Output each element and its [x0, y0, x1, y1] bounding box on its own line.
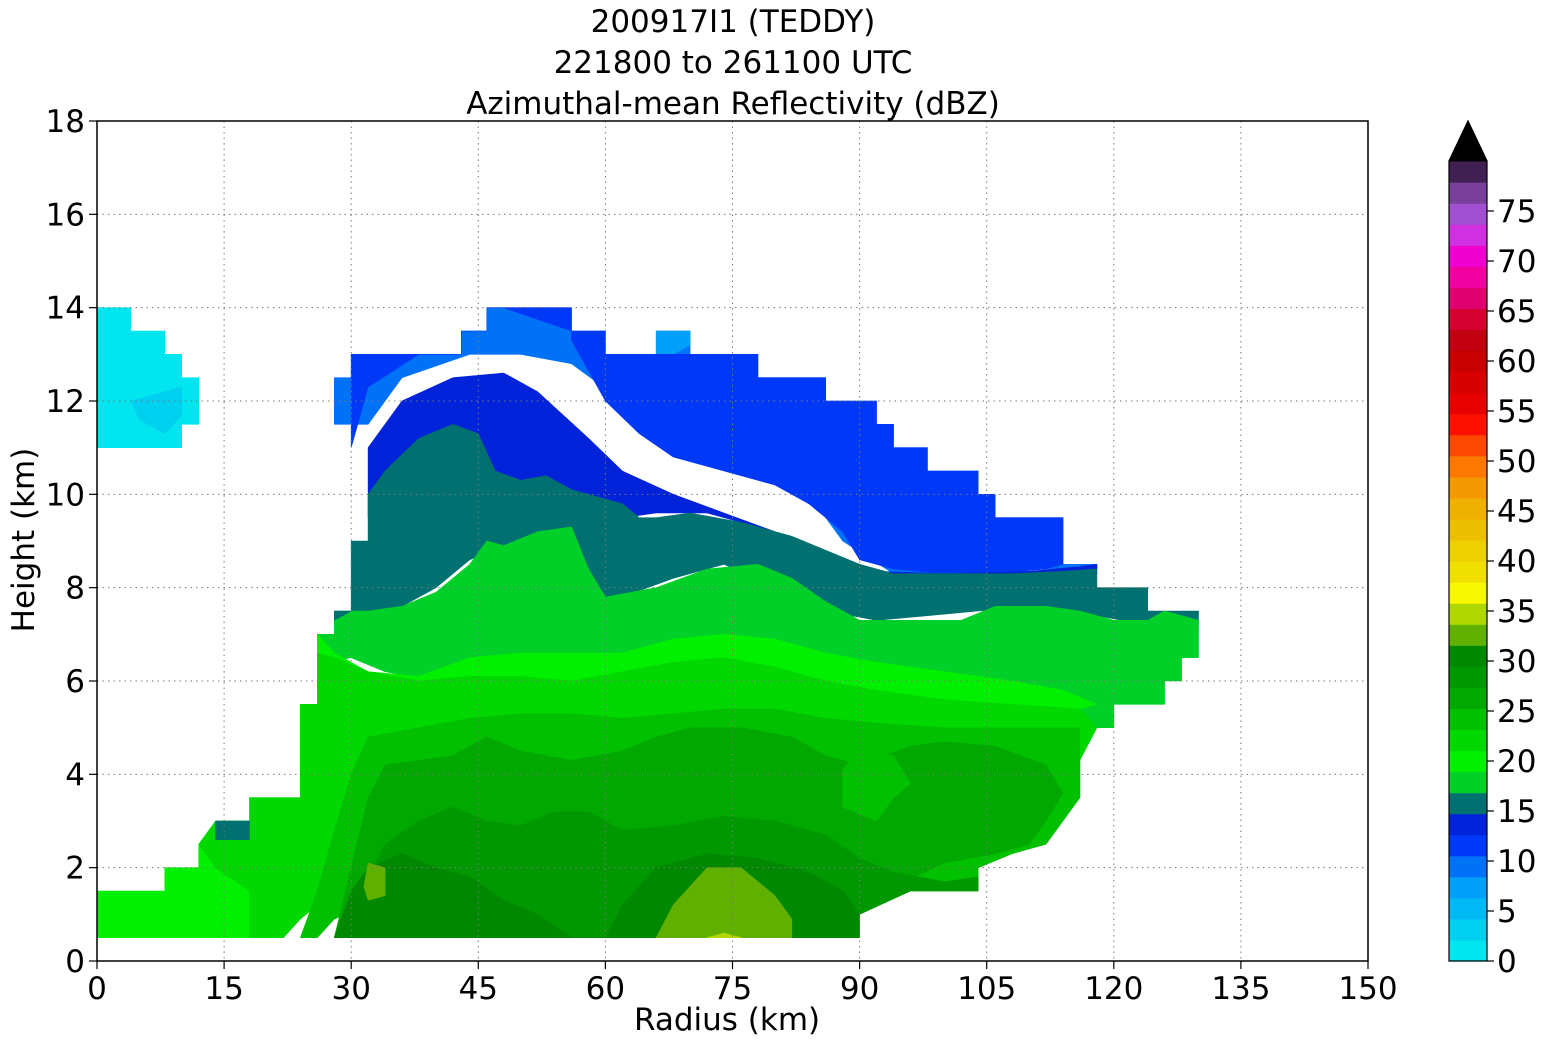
contour-region-16 [655, 867, 793, 939]
x-axis-ticks: 0 15 30 45 60 75 90 105 120 135 150 [87, 961, 1398, 1007]
colorbar-swatch [1449, 287, 1487, 309]
chart-title-line-2: 221800 to 261100 UTC [553, 45, 913, 81]
colorbar-swatch [1449, 645, 1487, 667]
colorbar-swatch [1449, 266, 1487, 288]
colorbar-swatch [1449, 561, 1487, 583]
x-tick-label: 90 [840, 971, 879, 1007]
x-tick-label: 150 [1338, 971, 1397, 1007]
colorbar-tick-label: 35 [1497, 594, 1536, 630]
contour-region-1 [130, 386, 182, 435]
colorbar-swatch [1449, 834, 1487, 857]
x-tick-label: 15 [204, 971, 243, 1007]
colorbar-tick-label: 50 [1497, 444, 1536, 480]
y-tick-label: 16 [46, 197, 85, 233]
y-tick-label: 14 [46, 291, 85, 327]
contour-region-0 [96, 307, 199, 449]
colorbar-swatch [1449, 708, 1487, 731]
colorbar-tick-label: 65 [1497, 294, 1536, 330]
colorbar-swatch [1449, 582, 1487, 604]
colorbar-tick-label: 10 [1497, 844, 1536, 880]
colorbar-tick-label: 30 [1497, 644, 1536, 680]
colorbar-frame [1448, 119, 1488, 962]
colorbar-swatch [1449, 687, 1487, 709]
colorbar-tick-label: 70 [1497, 244, 1536, 280]
colorbar-swatch [1449, 182, 1487, 204]
colorbar-swatch [1449, 224, 1487, 246]
colorbar-swatch [1449, 603, 1487, 625]
y-tick-label: 2 [65, 851, 85, 887]
colorbar-tick-label: 40 [1497, 544, 1536, 580]
colorbar-swatch [1449, 918, 1487, 941]
x-axis-label: Radius (km) [634, 1002, 821, 1038]
x-tick-label: 135 [1211, 971, 1270, 1007]
x-tick-label: 75 [713, 971, 752, 1007]
colorbar-tick-label: 60 [1497, 344, 1536, 380]
colorbar-swatch [1449, 813, 1487, 836]
colorbar-swatch [1449, 876, 1487, 899]
y-tick-label: 10 [46, 477, 85, 513]
y-tick-label: 6 [65, 664, 85, 700]
contour-regions [96, 307, 1199, 939]
colorbar-swatch [1449, 771, 1487, 794]
colorbar-swatch [1449, 203, 1487, 225]
colorbar-swatch [1449, 518, 1487, 541]
colorbar: 0 5 10 15 20 25 30 35 40 45 50 55 60 65 70 75 [1448, 119, 1536, 980]
colorbar-swatch [1449, 245, 1487, 267]
x-tick-label: 30 [331, 971, 370, 1007]
colorbar-tick-label: 75 [1497, 194, 1536, 230]
colorbar-tick-label: 0 [1497, 944, 1517, 980]
chart-title-line-1: 200917I1 (TEDDY) [590, 4, 876, 40]
chart-title-line-3: Azimuthal-mean Reflectivity (dBZ) [466, 86, 1000, 122]
x-tick-label: 105 [957, 971, 1016, 1007]
y-tick-label: 4 [65, 757, 85, 793]
y-tick-label: 18 [46, 104, 85, 140]
colorbar-swatch [1449, 939, 1487, 962]
colorbar-swatch [1449, 497, 1487, 520]
x-tick-label: 120 [1084, 971, 1143, 1007]
colorbar-swatch [1449, 897, 1487, 920]
colorbar-swatch [1449, 413, 1487, 436]
colorbar-swatch [1449, 434, 1487, 457]
y-tick-label: 8 [65, 571, 85, 607]
grid-lines [97, 121, 1368, 961]
x-tick-label: 60 [586, 971, 625, 1007]
colorbar-swatch [1449, 350, 1487, 373]
colorbar-swatch [1449, 329, 1487, 352]
colorbar-swatch [1449, 455, 1487, 478]
colorbar-tick-label: 25 [1497, 694, 1536, 730]
contour-region-15 [363, 862, 386, 901]
colorbar-tick-label: 5 [1497, 894, 1517, 930]
colorbar-swatch [1449, 729, 1487, 752]
y-axis-label: Height (km) [6, 447, 42, 633]
colorbar-swatch [1449, 371, 1487, 394]
y-tick-label: 0 [65, 944, 85, 980]
colorbar-swatch [1449, 476, 1487, 499]
colorbar-tick-label: 45 [1497, 494, 1536, 530]
colorbar-tick-label: 55 [1497, 394, 1536, 430]
y-tick-label: 12 [46, 384, 85, 420]
colorbar-swatch [1449, 161, 1487, 183]
colorbar-extend-arrow [1448, 119, 1488, 162]
colorbar-tick-label: 20 [1497, 744, 1536, 780]
contour-region-4 [350, 307, 1064, 575]
colorbar-swatch [1449, 308, 1487, 331]
colorbar-swatch [1449, 539, 1487, 562]
colorbar-tick-label: 15 [1497, 794, 1536, 830]
contour-region-18 [215, 820, 250, 841]
colorbar-swatch [1449, 792, 1487, 815]
x-tick-label: 0 [87, 971, 107, 1007]
colorbar-swatch [1449, 624, 1487, 646]
colorbar-swatch [1449, 855, 1487, 878]
y-axis-ticks: 0 2 4 6 8 10 12 14 16 18 [46, 104, 97, 980]
contour-region-19 [333, 610, 352, 621]
colorbar-swatch [1449, 392, 1487, 415]
colorbar-swatch [1449, 666, 1487, 688]
x-tick-label: 45 [459, 971, 498, 1007]
colorbar-swatch [1449, 750, 1487, 773]
